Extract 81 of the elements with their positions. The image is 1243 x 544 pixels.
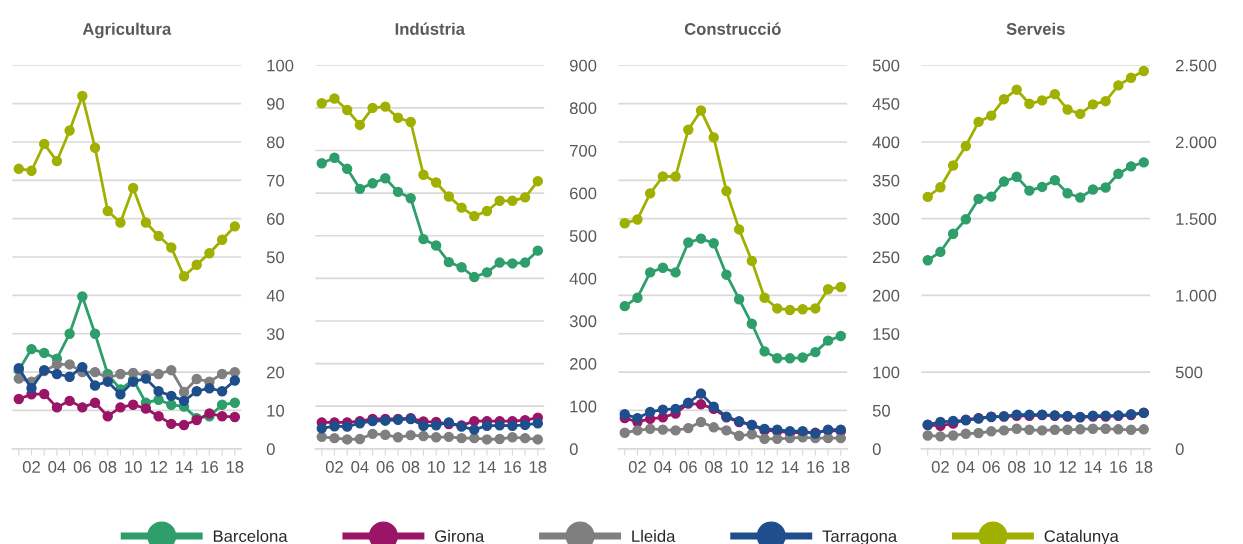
x-tick-label: 16: [201, 461, 218, 473]
y-tick-label: 900: [569, 59, 597, 72]
x-tick-label: 18: [832, 461, 850, 473]
x-tick-label: 18: [1135, 461, 1153, 473]
x-tick-label: 08: [99, 461, 117, 473]
y-tick-label: 100: [267, 59, 294, 72]
y-tick-label: 0: [1175, 443, 1184, 455]
y-tick-label: 40: [266, 289, 285, 302]
x-tick-label: 02: [628, 461, 646, 473]
x-tick-label: 10: [125, 461, 142, 473]
y-tick-label: 80: [266, 136, 285, 149]
x-tick-label: 16: [807, 461, 824, 473]
y-tick-label: 30: [266, 328, 285, 340]
y-tick-label: 70: [267, 174, 285, 187]
chart-title: Serveis: [1006, 22, 1065, 35]
x-tick-label: 02: [931, 461, 949, 473]
y-tick-label: 20: [267, 366, 285, 379]
y-tick-label: 100: [873, 366, 900, 379]
y-tick-label: 50: [266, 251, 285, 264]
y-tick-label: 2.000: [1175, 136, 1217, 149]
y-tick-label: 500: [1175, 366, 1203, 379]
x-tick-label: 04: [351, 461, 369, 473]
y-tick-label: 400: [569, 272, 597, 285]
x-tick-label: 18: [226, 461, 244, 473]
y-tick-label: 400: [872, 136, 900, 149]
y-tick-label: 500: [872, 59, 900, 72]
y-tick-label: 800: [569, 102, 597, 115]
y-tick-label: 250: [872, 251, 900, 264]
x-tick-label: 06: [982, 461, 1000, 473]
x-tick-label: 16: [504, 461, 521, 473]
x-tick-label: 14: [478, 461, 496, 473]
y-tick-label: 60: [267, 213, 285, 225]
x-tick-label: 04: [654, 461, 672, 473]
x-tick-label: 14: [781, 461, 799, 473]
chart-title: Construcció: [684, 22, 781, 35]
y-tick-label: 0: [872, 443, 881, 455]
y-tick-label: 300: [872, 213, 900, 225]
x-tick-label: 06: [679, 461, 697, 473]
legend-label: Girona: [435, 529, 485, 543]
y-tick-label: 50: [872, 404, 891, 417]
y-tick-label: 200: [570, 357, 597, 370]
y-tick-label: 300: [569, 315, 597, 328]
y-tick-label: 700: [570, 144, 597, 157]
x-tick-label: 14: [1084, 461, 1102, 473]
x-tick-label: 06: [376, 461, 394, 473]
y-tick-label: 350: [872, 174, 900, 187]
y-tick-label: 500: [569, 230, 597, 242]
y-tick-label: 150: [873, 328, 900, 340]
y-tick-label: 90: [266, 98, 285, 110]
legend-label: Barcelona: [213, 529, 288, 543]
x-tick-label: 02: [22, 461, 40, 473]
x-tick-label: 16: [1110, 461, 1127, 473]
y-tick-label: 100: [570, 400, 597, 413]
y-tick-label: 0: [569, 443, 578, 455]
y-tick-label: 2.500: [1175, 59, 1217, 72]
x-tick-label: 14: [176, 461, 193, 473]
y-tick-label: 450: [872, 98, 900, 110]
y-tick-label: 10: [267, 404, 285, 417]
x-tick-label: 12: [150, 461, 168, 473]
x-tick-label: 18: [529, 461, 547, 473]
x-tick-label: 10: [731, 461, 748, 473]
x-tick-label: 08: [402, 461, 420, 473]
x-tick-label: 08: [705, 461, 723, 473]
x-tick-label: 06: [73, 461, 91, 473]
x-tick-label: 08: [1008, 461, 1026, 473]
x-tick-label: 12: [756, 461, 773, 473]
y-tick-label: 200: [872, 289, 900, 302]
x-tick-label: 12: [1059, 461, 1076, 473]
x-tick-label: 10: [428, 461, 445, 473]
chart-title: Agricultura: [82, 22, 172, 39]
x-tick-label: 04: [957, 461, 975, 473]
x-tick-label: 04: [48, 461, 66, 473]
y-tick-label: 600: [570, 187, 597, 200]
legend-label: Lleida: [632, 529, 676, 543]
y-tick-label: 0: [266, 443, 275, 455]
x-tick-label: 12: [453, 461, 470, 473]
x-tick-label: 10: [1034, 461, 1051, 473]
x-tick-label: 02: [325, 461, 343, 473]
chart-title: Indústria: [395, 22, 466, 35]
y-tick-label: 1.500: [1176, 213, 1217, 225]
y-tick-label: 1.000: [1176, 289, 1217, 302]
